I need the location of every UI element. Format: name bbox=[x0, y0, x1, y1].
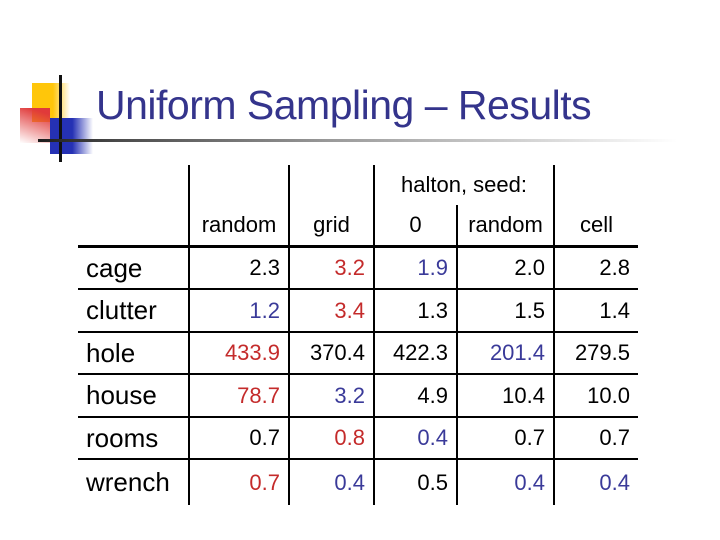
title-underline-rule bbox=[38, 139, 690, 142]
value-cell: 3.2 bbox=[288, 375, 373, 418]
value-cell: 3.4 bbox=[288, 290, 373, 333]
value-cell: 0.7 bbox=[456, 418, 553, 460]
results-table: halton, seed: random grid 0 random cell … bbox=[78, 165, 638, 505]
column-header: random bbox=[456, 205, 553, 248]
value-cell: 422.3 bbox=[373, 333, 456, 375]
value-cell: 0.5 bbox=[373, 460, 456, 505]
value-cell: 2.8 bbox=[553, 248, 638, 290]
value-cell: 0.4 bbox=[288, 460, 373, 505]
value-cell: 1.3 bbox=[373, 290, 456, 333]
decoration-red-square bbox=[20, 108, 50, 143]
column-header: 0 bbox=[373, 205, 456, 248]
row-label: rooms bbox=[78, 418, 188, 460]
row-label: house bbox=[78, 375, 188, 418]
value-cell: 1.4 bbox=[553, 290, 638, 333]
value-cell: 279.5 bbox=[553, 333, 638, 375]
value-cell: 0.7 bbox=[188, 460, 288, 505]
value-cell: 0.4 bbox=[553, 460, 638, 505]
value-cell: 3.2 bbox=[288, 248, 373, 290]
value-cell: 1.9 bbox=[373, 248, 456, 290]
decoration-vertical-line bbox=[59, 75, 62, 162]
row-label: clutter bbox=[78, 290, 188, 333]
row-label: wrench bbox=[86, 467, 170, 497]
column-header: random bbox=[188, 205, 288, 248]
row-label: cage bbox=[78, 248, 188, 290]
value-cell: 0.7 bbox=[553, 418, 638, 460]
value-cell: 433.9 bbox=[188, 333, 288, 375]
value-cell: 4.9 bbox=[373, 375, 456, 418]
header-spacer bbox=[188, 165, 288, 205]
value-cell: 0.8 bbox=[288, 418, 373, 460]
column-header: grid bbox=[288, 205, 373, 248]
decoration-blue-square bbox=[50, 118, 93, 154]
value-cell: 201.4 bbox=[456, 333, 553, 375]
value-cell: 2.0 bbox=[456, 248, 553, 290]
value-cell: 0.4 bbox=[456, 460, 553, 505]
value-cell: 10.0 bbox=[553, 375, 638, 418]
slide-title: Uniform Sampling – Results bbox=[96, 82, 592, 128]
value-cell: 78.7 bbox=[188, 375, 288, 418]
value-cell: 1.2 bbox=[188, 290, 288, 333]
header-spacer bbox=[78, 205, 188, 248]
header-spacer bbox=[553, 165, 638, 205]
column-header: cell bbox=[553, 205, 638, 248]
value-cell: 1.5 bbox=[456, 290, 553, 333]
value-cell: 0.4 bbox=[373, 418, 456, 460]
header-spacer bbox=[78, 165, 188, 205]
value-cell: 0.7 bbox=[188, 418, 288, 460]
value-cell: 10.4 bbox=[456, 375, 553, 418]
group-header: halton, seed: bbox=[373, 165, 553, 205]
value-cell: 2.3 bbox=[188, 248, 288, 290]
row-label: hole bbox=[78, 333, 188, 375]
value-cell: 370.4 bbox=[288, 333, 373, 375]
header-spacer bbox=[288, 165, 373, 205]
